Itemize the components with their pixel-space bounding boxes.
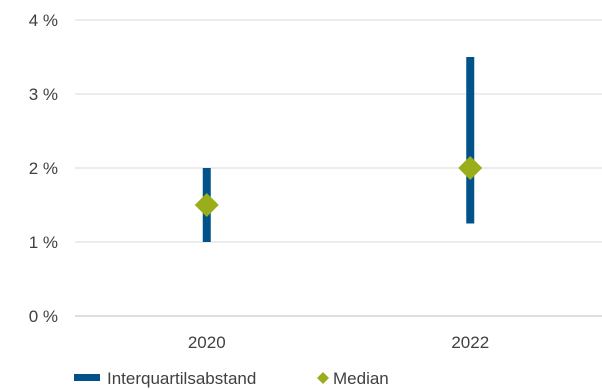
iqr-bars [202, 57, 475, 242]
median-marker [458, 156, 483, 180]
legend-label-median: Median [333, 369, 389, 388]
legend-swatch-range [74, 374, 100, 381]
legend-swatch-median [317, 372, 329, 384]
x-tick-label: 2022 [451, 333, 489, 352]
y-tick-label: 0 % [29, 307, 58, 326]
y-tick-label: 4 % [29, 11, 58, 30]
median-marker [194, 193, 219, 217]
x-tick-label: 2020 [188, 333, 226, 352]
y-tick-label: 3 % [29, 85, 58, 104]
x-axis-ticks: 2020 2022 [188, 333, 489, 352]
legend: Interquartilsabstand Median [74, 369, 389, 388]
legend-label-range: Interquartilsabstand [107, 369, 256, 388]
y-axis-ticks: 0 % 1 % 2 % 3 % 4 % [29, 11, 58, 326]
iqr-bar [466, 57, 475, 224]
y-tick-label: 2 % [29, 159, 58, 178]
gridlines [75, 19, 602, 317]
y-tick-label: 1 % [29, 233, 58, 252]
median-markers [194, 156, 483, 217]
